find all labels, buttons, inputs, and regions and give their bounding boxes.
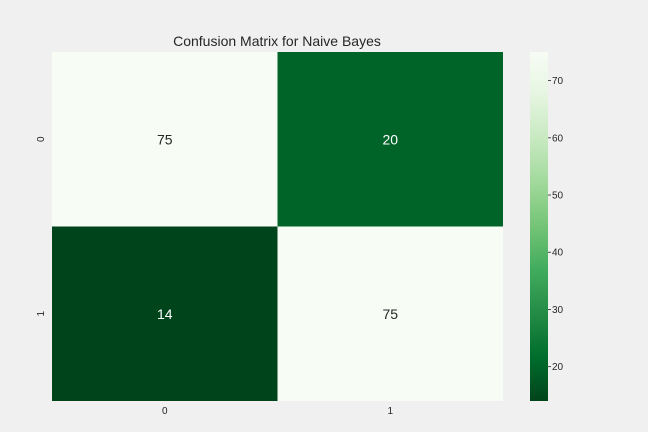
- chart-title: Confusion Matrix for Naive Bayes: [173, 33, 381, 49]
- colorbar-tick-label: 70: [552, 76, 564, 87]
- colorbar-tick-label: 60: [552, 133, 564, 144]
- y-tick-label: 1: [36, 311, 47, 317]
- heatmap-cell-r0-c0: [52, 52, 278, 227]
- colorbar-tick-label: 30: [552, 305, 564, 316]
- heatmap-cells: [52, 52, 503, 401]
- colorbar-ticks: 20 30 40 50 60 70: [548, 76, 564, 373]
- colorbar-tick-label: 50: [552, 191, 564, 202]
- heatmap-cell-r1-c1: [277, 226, 503, 401]
- heatmap-cell-r0-c1: [277, 52, 503, 227]
- x-tick-label: 0: [162, 406, 168, 417]
- colorbar-tick-label: 40: [552, 248, 564, 259]
- cell-value-label-r0-c0: 75: [157, 131, 173, 147]
- cell-value-label-r1-c1: 75: [382, 306, 398, 322]
- y-axis: 01: [36, 136, 47, 317]
- colorbar-tick-label: 20: [552, 362, 564, 373]
- y-tick-label: 0: [36, 136, 47, 142]
- cell-value-label-r1-c0: 14: [157, 306, 173, 322]
- x-tick-label: 1: [387, 406, 393, 417]
- colorbar-gradient: [530, 52, 548, 401]
- cell-value-label-r0-c1: 20: [382, 131, 398, 147]
- heatmap-cell-labels: 75 20 14 75: [157, 131, 398, 322]
- heatmap-cell-r1-c0: [52, 226, 278, 401]
- colorbar: 20 30 40 50 60 70: [530, 52, 564, 401]
